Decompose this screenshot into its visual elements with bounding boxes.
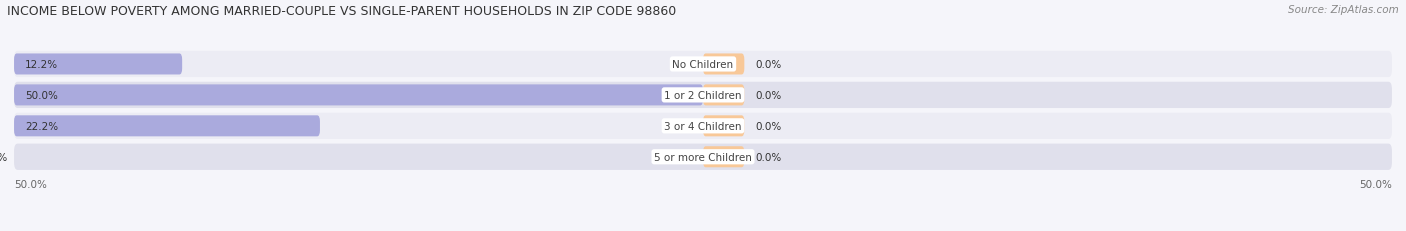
- FancyBboxPatch shape: [14, 113, 1392, 139]
- FancyBboxPatch shape: [703, 85, 744, 106]
- FancyBboxPatch shape: [14, 52, 1392, 78]
- FancyBboxPatch shape: [14, 144, 1392, 170]
- FancyBboxPatch shape: [703, 116, 744, 137]
- FancyBboxPatch shape: [14, 116, 321, 137]
- Text: 0.0%: 0.0%: [755, 60, 782, 70]
- Text: 50.0%: 50.0%: [14, 179, 46, 189]
- Text: 22.2%: 22.2%: [25, 121, 58, 131]
- Text: 50.0%: 50.0%: [25, 91, 58, 100]
- Text: INCOME BELOW POVERTY AMONG MARRIED-COUPLE VS SINGLE-PARENT HOUSEHOLDS IN ZIP COD: INCOME BELOW POVERTY AMONG MARRIED-COUPL…: [7, 5, 676, 18]
- Text: 5 or more Children: 5 or more Children: [654, 152, 752, 162]
- Text: 0.0%: 0.0%: [755, 152, 782, 162]
- FancyBboxPatch shape: [14, 85, 703, 106]
- Text: 1 or 2 Children: 1 or 2 Children: [664, 91, 742, 100]
- Text: 3 or 4 Children: 3 or 4 Children: [664, 121, 742, 131]
- FancyBboxPatch shape: [14, 54, 183, 75]
- Text: No Children: No Children: [672, 60, 734, 70]
- FancyBboxPatch shape: [14, 82, 1392, 109]
- Text: 0.0%: 0.0%: [0, 152, 7, 162]
- Text: 50.0%: 50.0%: [1360, 179, 1392, 189]
- Text: 0.0%: 0.0%: [755, 91, 782, 100]
- Text: Source: ZipAtlas.com: Source: ZipAtlas.com: [1288, 5, 1399, 15]
- Text: 12.2%: 12.2%: [25, 60, 58, 70]
- Text: 0.0%: 0.0%: [755, 121, 782, 131]
- FancyBboxPatch shape: [703, 147, 744, 167]
- FancyBboxPatch shape: [703, 54, 744, 75]
